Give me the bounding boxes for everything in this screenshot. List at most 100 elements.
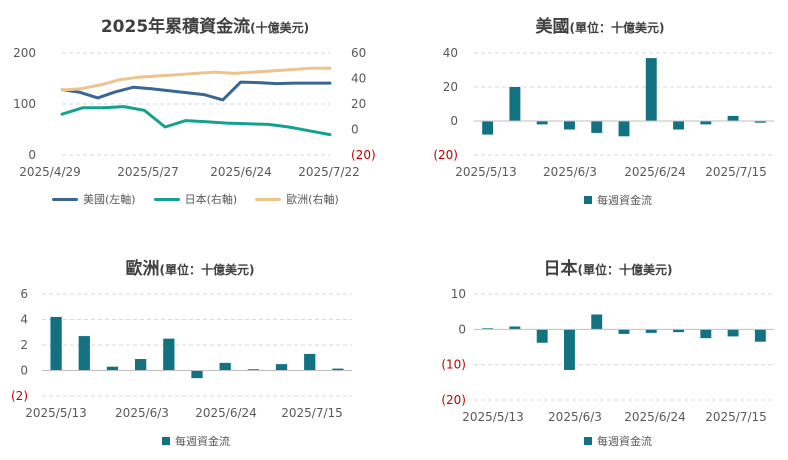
us-title-main: 美國 (535, 17, 570, 37)
europe-bar (106, 366, 119, 371)
europe-bar (135, 359, 147, 371)
europe-bar (78, 336, 90, 371)
us-bar (536, 121, 548, 125)
cumulative-title-main: 2025年累積資金流 (100, 17, 251, 37)
japan-title-unit: (單位：十億美元) (577, 263, 673, 277)
x-tick-label: 2025/5/13 (462, 410, 524, 424)
japan-chart-title: 日本(單位：十億美元) (488, 254, 728, 279)
europe-bar (219, 362, 231, 371)
japan-bar (645, 329, 657, 333)
y-right-tick-label: 0 (351, 123, 359, 137)
europe-chart-title: 歐洲(單位：十億美元) (70, 254, 310, 279)
y-tick-label: 20 (443, 80, 458, 94)
europe-bar (163, 338, 175, 371)
us-bar (673, 121, 684, 130)
x-tick-label: 2025/7/15 (705, 165, 767, 179)
legend-label-japan-weekly: 每週資金流 (597, 435, 652, 448)
japan-bar (536, 329, 548, 343)
legend-swatch-us-weekly (584, 196, 592, 204)
us-chart-title: 美國(單位：十億美元) (480, 12, 720, 37)
series-line-us (60, 80, 332, 102)
us-bar (645, 58, 657, 121)
us-bar (591, 121, 603, 133)
y-tick-label: 2 (20, 338, 28, 352)
y-tick-label: (20) (441, 393, 466, 407)
legend-label-japan: 日本(右軸) (184, 193, 238, 206)
us-title-unit: (單位：十億美元) (569, 21, 665, 35)
us-legend: 每週資金流 (584, 192, 652, 208)
japan-bar (673, 329, 684, 333)
japan-legend: 每週資金流 (584, 433, 652, 449)
legend-item-us-weekly: 每週資金流 (584, 192, 652, 208)
europe-bar (247, 369, 259, 371)
x-tick-label: 2025/4/29 (19, 165, 81, 179)
europe-bar (332, 368, 344, 371)
us-bar (509, 87, 521, 121)
legend-item-japan: 日本(右軸) (153, 191, 238, 207)
y-right-tick-label: 20 (351, 97, 366, 111)
y-left-tick-label: 0 (28, 148, 36, 162)
x-tick-label: 2025/6/24 (624, 165, 686, 179)
europe-bar-chart: (2) 0 2 4 6 2025/5/13 2025/6/3 2025/6/24 2025/7/… (11, 287, 352, 420)
us-bar-chart: (20) 0 20 40 2025/5/13 2025/6/3 2025/6/24 2025/… (433, 46, 774, 179)
y-tick-label: (20) (433, 148, 458, 162)
y-tick-label: 6 (20, 287, 28, 301)
legend-item-us: 美國(左軸) (52, 191, 136, 207)
us-bar (482, 121, 494, 135)
x-tick-label: 2025/7/15 (281, 406, 343, 420)
japan-bar (700, 329, 712, 339)
x-tick-label: 2025/5/13 (455, 165, 517, 179)
legend-label-europe: 歐洲(右軸) (286, 193, 339, 206)
y-right-tick-label: 40 (351, 72, 366, 86)
x-tick-label: 2025/6/3 (548, 410, 602, 424)
us-bar (727, 115, 739, 121)
y-left-tick-label: 200 (13, 46, 36, 60)
us-bar (564, 121, 575, 130)
x-tick-label: 2025/6/24 (624, 410, 686, 424)
y-tick-label: 0 (20, 364, 28, 378)
legend-item-europe: 歐洲(右軸) (255, 191, 339, 207)
series-line-japan (60, 105, 332, 137)
europe-bar (50, 316, 62, 371)
cumulative-legend: 美國(左軸) 日本(右軸) 歐洲(右軸) (52, 191, 339, 207)
x-tick-label: 2025/7/15 (705, 410, 767, 424)
x-tick-label: 2025/6/24 (210, 165, 272, 179)
y-tick-label: 0 (450, 114, 458, 128)
japan-bar (564, 329, 575, 370)
y-tick-label: (10) (441, 358, 466, 372)
us-bar (700, 121, 712, 125)
y-tick-label: 4 (20, 313, 28, 327)
y-tick-label: (2) (11, 389, 28, 403)
legend-label-us-weekly: 每週資金流 (597, 194, 652, 207)
japan-bar (727, 329, 739, 337)
legend-swatch-us (52, 197, 78, 201)
y-right-tick-label: 60 (351, 46, 366, 60)
europe-title-main: 歐洲 (125, 259, 160, 279)
y-left-tick-label: 100 (13, 97, 36, 111)
y-tick-label: 10 (451, 287, 466, 301)
europe-bar (304, 353, 316, 371)
europe-title-unit: (單位：十億美元) (159, 263, 255, 277)
x-tick-label: 2025/5/13 (25, 406, 87, 420)
y-tick-label: 0 (458, 322, 466, 336)
europe-bar (275, 364, 288, 371)
europe-legend: 每週資金流 (162, 433, 230, 449)
japan-bar (509, 326, 521, 330)
legend-swatch-europe-weekly (162, 437, 170, 445)
x-tick-label: 2025/7/22 (298, 165, 360, 179)
y-tick-label: 40 (443, 46, 458, 60)
y-right-tick-label: (20) (351, 148, 376, 162)
legend-item-europe-weekly: 每週資金流 (162, 433, 230, 449)
x-tick-label: 2025/6/3 (543, 165, 597, 179)
x-tick-label: 2025/6/24 (195, 406, 257, 420)
cumulative-line-chart: 0 100 200 (20) 0 20 40 60 2025/4/29 2025/5/27 2025… (13, 46, 376, 179)
legend-swatch-europe (255, 197, 282, 201)
japan-bar (482, 328, 494, 330)
series-line-europe (60, 66, 332, 92)
x-tick-label: 2025/6/3 (115, 406, 169, 420)
x-tick-label: 2025/5/27 (117, 165, 179, 179)
legend-swatch-japan (153, 197, 180, 201)
japan-bar (591, 314, 603, 330)
legend-swatch-japan-weekly (584, 437, 592, 445)
